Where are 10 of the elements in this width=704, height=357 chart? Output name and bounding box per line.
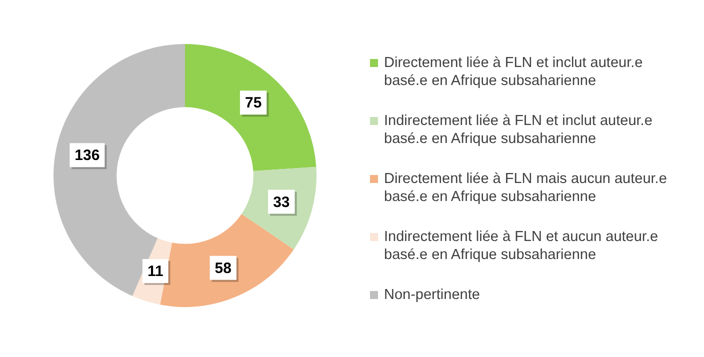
- data-label: 33: [273, 194, 290, 211]
- legend-label: Non-pertinente: [384, 286, 480, 304]
- legend-label: Directement liée à FLN et inclut auteur.e basé.e en Afrique subsaharienne: [384, 54, 644, 90]
- legend-label: Indirectement liée à FLN et inclut auteur.e basé.e en Afrique subsaharienne: [384, 112, 654, 148]
- legend-label: Directement liée à FLN mais aucun auteur.e basé.e en Afrique subsaharienne: [384, 170, 668, 206]
- data-label: 11: [147, 263, 164, 280]
- legend-label: Indirectement liée à FLN et aucun auteur.e basé.e en Afrique subsaharienne: [384, 228, 660, 264]
- data-label: 136: [74, 147, 100, 164]
- data-label: 75: [244, 94, 262, 112]
- data-label: 58: [214, 260, 232, 278]
